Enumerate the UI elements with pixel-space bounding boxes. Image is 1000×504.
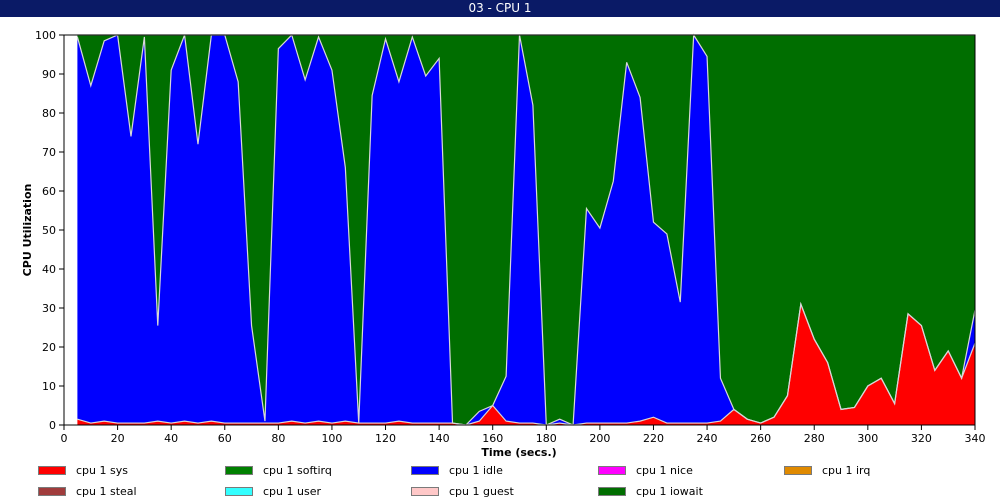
- y-tick-label: 80: [42, 107, 56, 120]
- x-axis: 0 20 40 60 80 100 120 140 160 180 200 220 240 260 280 3…: [61, 425, 986, 445]
- legend-label: cpu 1 irq: [822, 464, 871, 477]
- y-tick-label: 40: [42, 263, 56, 276]
- y-tick-label: 90: [42, 68, 56, 81]
- x-tick-label: 240: [697, 432, 718, 445]
- legend-swatch: [411, 487, 439, 496]
- y-tick-label: 100: [35, 29, 56, 42]
- x-tick-label: 200: [589, 432, 610, 445]
- x-tick-label: 320: [911, 432, 932, 445]
- x-tick-label: 340: [965, 432, 986, 445]
- x-tick-label: 300: [857, 432, 878, 445]
- y-tick-label: 50: [42, 224, 56, 237]
- legend-swatch: [598, 466, 626, 475]
- legend-swatch: [225, 487, 253, 496]
- legend-label: cpu 1 guest: [449, 485, 514, 498]
- stacked-areas: [77, 35, 976, 425]
- x-tick-label: 280: [804, 432, 825, 445]
- legend-swatch: [784, 466, 812, 475]
- legend-swatch: [411, 466, 439, 475]
- area-cpu-1-iowait: [77, 35, 976, 425]
- area-cpu-1-sys: [77, 304, 976, 425]
- y-tick-label: 0: [49, 419, 56, 432]
- cpu-utilization-chart: 0 10 20 30 40 50 60 70 80 90 100 0 20 40 60 80 100 120 14…: [21, 29, 986, 459]
- x-tick-label: 20: [111, 432, 125, 445]
- legend-label: cpu 1 nice: [636, 464, 693, 477]
- x-tick-label: 120: [375, 432, 396, 445]
- y-tick-label: 30: [42, 302, 56, 315]
- x-tick-label: 220: [643, 432, 664, 445]
- y-tick-label: 20: [42, 341, 56, 354]
- legend-swatch: [225, 466, 253, 475]
- x-tick-label: 0: [61, 432, 68, 445]
- y-axis-label: CPU Utilization: [21, 184, 34, 277]
- legend-label: cpu 1 softirq: [263, 464, 332, 477]
- x-tick-label: 80: [271, 432, 285, 445]
- x-tick-label: 180: [536, 432, 557, 445]
- legend-label: cpu 1 user: [263, 485, 321, 498]
- legend-label: cpu 1 sys: [76, 464, 128, 477]
- chart-legend: cpu 1 sys cpu 1 softirq cpu 1 idle cpu 1 ni…: [0, 462, 1000, 504]
- legend-label: cpu 1 steal: [76, 485, 137, 498]
- x-tick-label: 60: [218, 432, 232, 445]
- y-tick-label: 70: [42, 146, 56, 159]
- series-boundary-line: [76, 33, 976, 426]
- legend-swatch: [38, 487, 66, 496]
- x-tick-label: 260: [750, 432, 771, 445]
- x-tick-label: 140: [429, 432, 450, 445]
- legend-swatch: [598, 487, 626, 496]
- area-cpu-1-idle: [77, 35, 976, 425]
- x-tick-label: 160: [482, 432, 503, 445]
- legend-swatch: [38, 466, 66, 475]
- legend-label: cpu 1 idle: [449, 464, 503, 477]
- legend-label: cpu 1 iowait: [636, 485, 703, 498]
- window-title: 03 - CPU 1: [0, 0, 1000, 17]
- y-axis: 0 10 20 30 40 50 60 70 80 90 100: [35, 29, 64, 432]
- y-tick-label: 10: [42, 380, 56, 393]
- y-tick-label: 60: [42, 185, 56, 198]
- x-tick-label: 100: [321, 432, 342, 445]
- x-axis-label: Time (secs.): [481, 446, 556, 459]
- x-tick-label: 40: [164, 432, 178, 445]
